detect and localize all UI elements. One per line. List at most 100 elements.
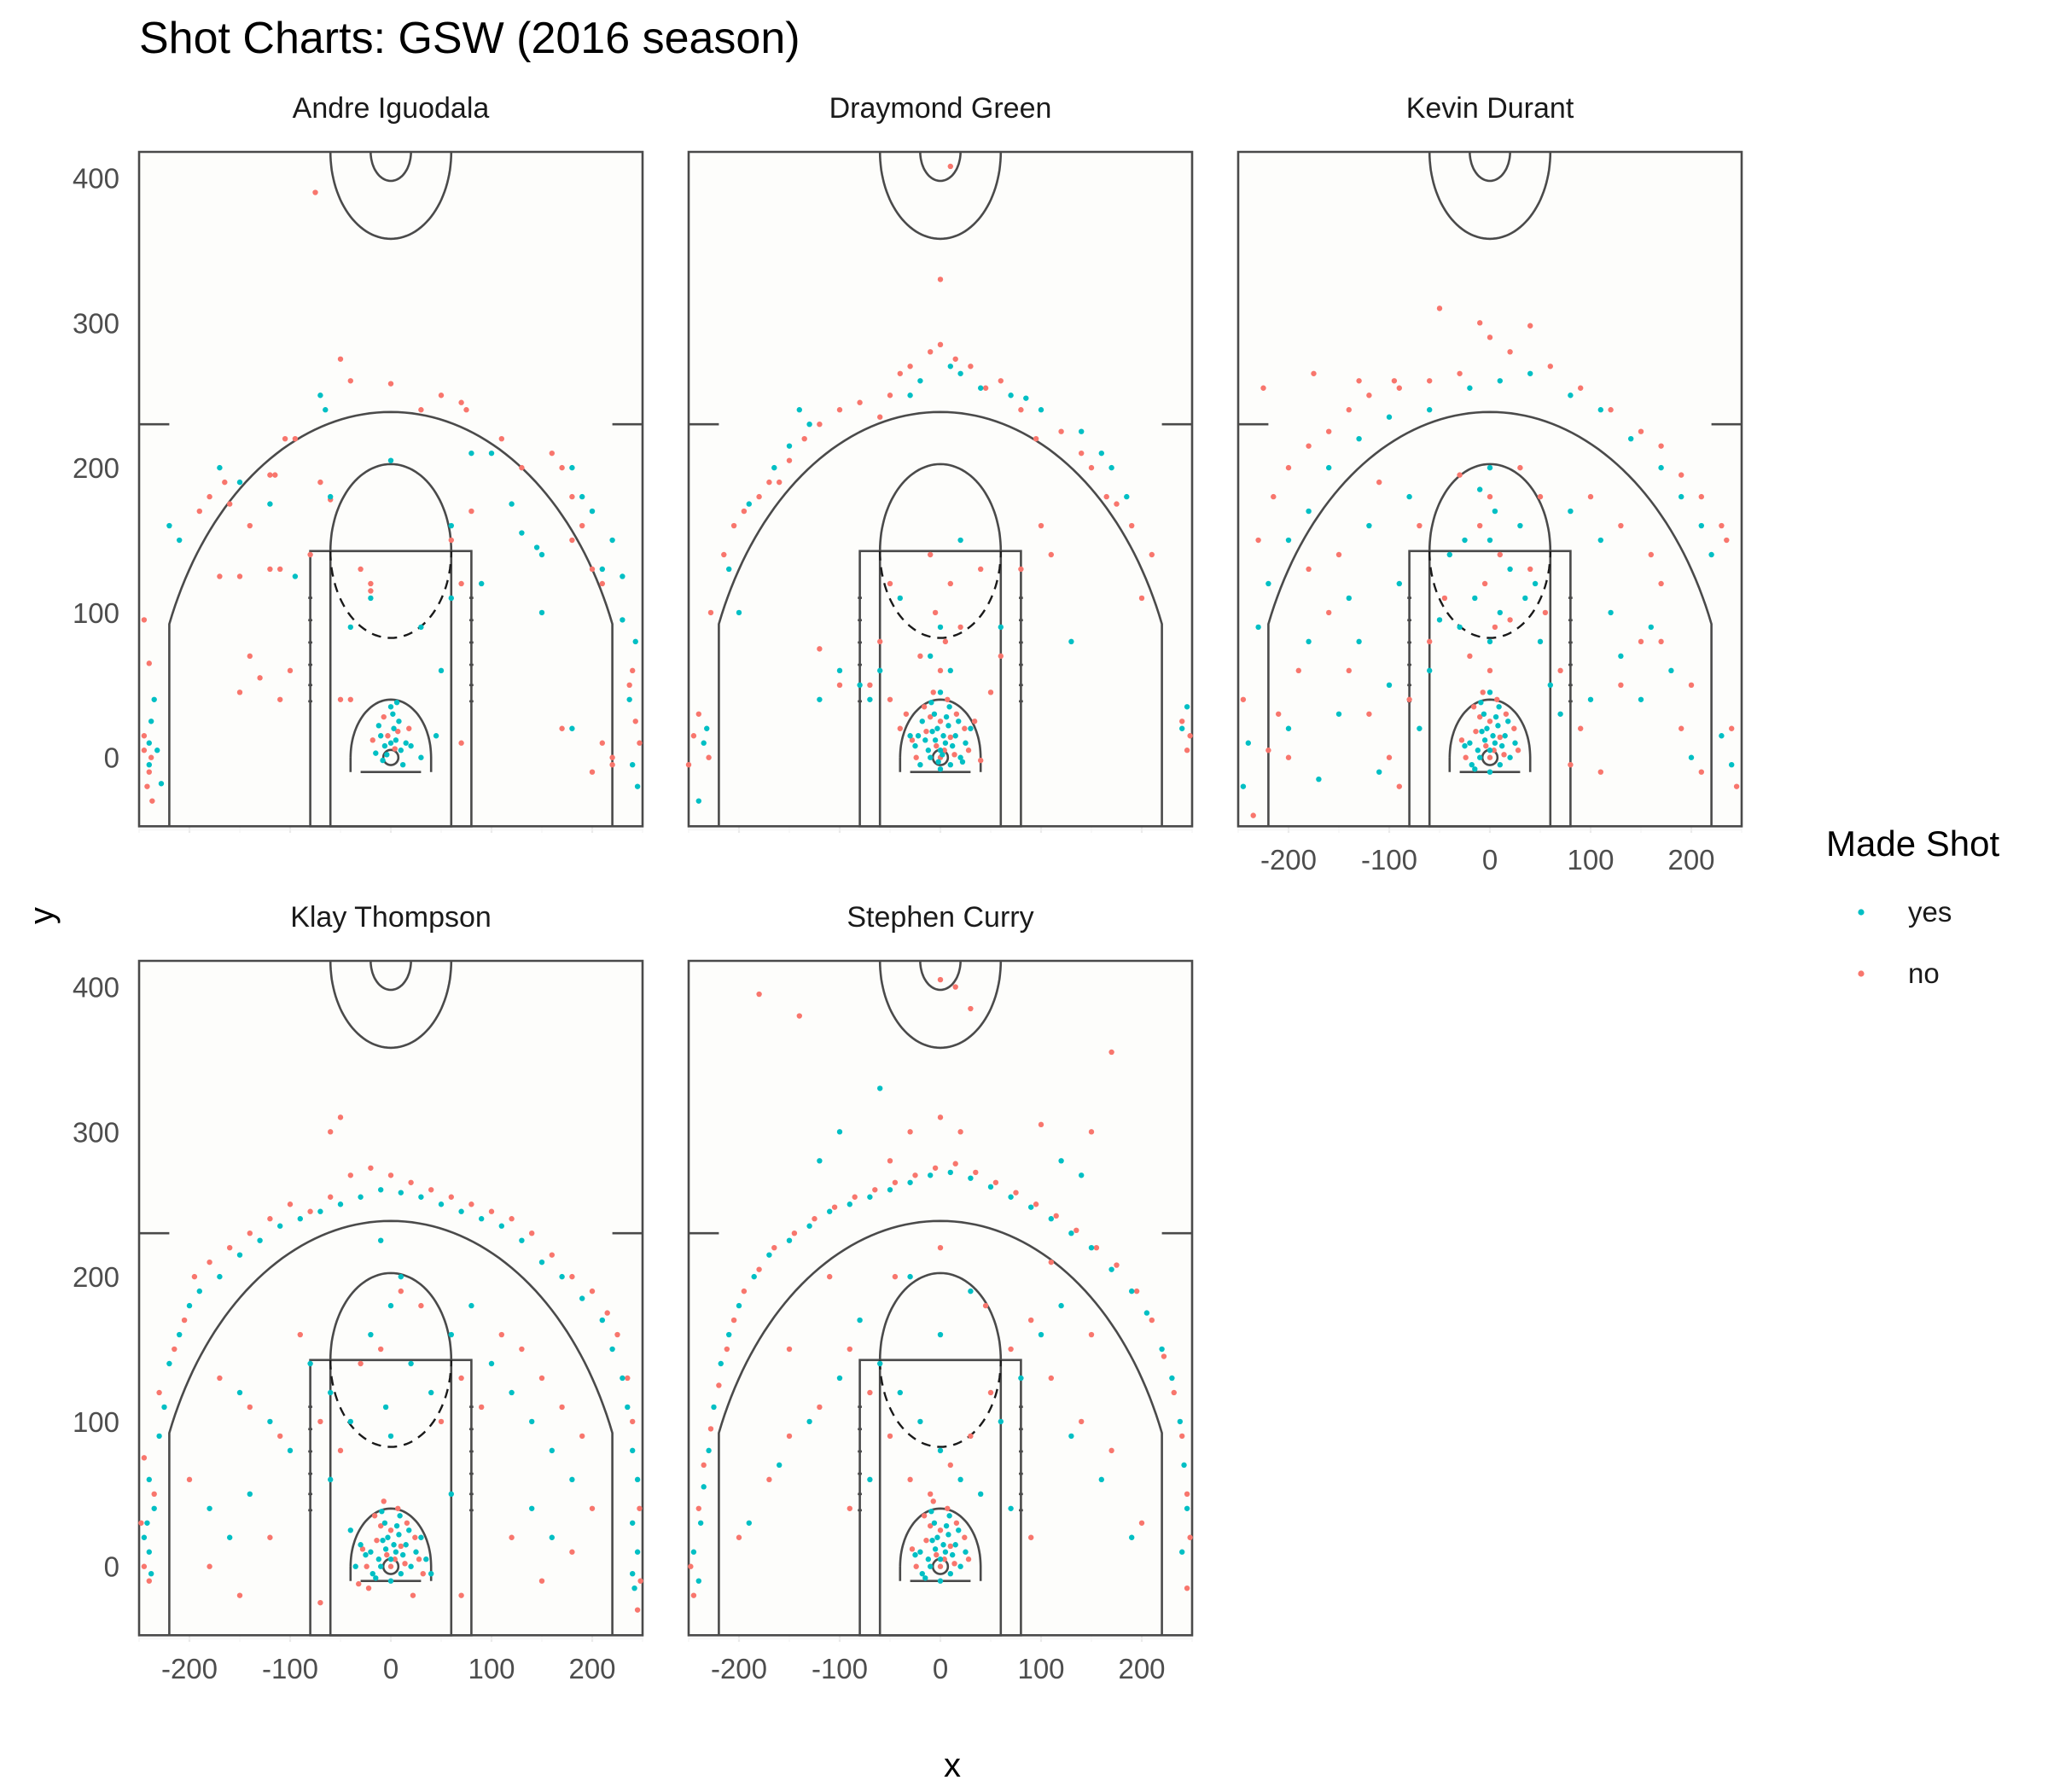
shot-missed [962, 725, 968, 731]
shot-missed [1441, 595, 1448, 602]
center-circle-inner [369, 152, 412, 183]
shot-missed [1547, 364, 1554, 369]
shot-made [398, 1571, 404, 1577]
shot-made [391, 1542, 397, 1548]
shot-points [1240, 305, 1740, 818]
y-tick-label: 0 [104, 1551, 119, 1583]
shot-missed [937, 719, 944, 724]
shot-made [912, 1551, 918, 1558]
shot-missed [498, 1331, 504, 1338]
shot-missed [1048, 1375, 1055, 1382]
x-tick-label: 100 [468, 1653, 515, 1684]
shot-made [857, 682, 863, 689]
shot-made [634, 1549, 641, 1555]
shot-missed [402, 1561, 408, 1567]
free-throw-arc [1428, 463, 1552, 551]
free-throw-arc [878, 1271, 1003, 1360]
shot-missed [1597, 769, 1604, 775]
shot-missed [358, 1360, 364, 1367]
shot-made [438, 667, 445, 674]
shot-missed [634, 1607, 641, 1613]
facet-panel: Andre Iguodala 0 100 200 300 400 [73, 92, 644, 833]
shot-made [538, 609, 545, 616]
shot-missed [227, 501, 233, 507]
shot-made [1179, 1549, 1185, 1555]
shot-missed [247, 1231, 253, 1236]
shot-missed [913, 754, 919, 760]
shot-missed [937, 276, 944, 282]
shot-missed [1537, 493, 1544, 500]
shot-missed [1008, 1346, 1014, 1353]
shot-made [1143, 1310, 1150, 1316]
shot-made [1484, 725, 1490, 731]
shot-missed [186, 1476, 193, 1483]
shot-made [381, 742, 388, 749]
shot-made [907, 393, 913, 399]
shot-made [1479, 728, 1485, 735]
shot-made [937, 1447, 944, 1454]
shot-missed [579, 522, 585, 529]
shot-missed [707, 1426, 714, 1432]
shot-made [393, 1522, 400, 1529]
shot-made [387, 740, 394, 746]
shot-missed [438, 1418, 445, 1425]
shot-made [1058, 1158, 1064, 1164]
shot-made [1316, 776, 1322, 783]
shot-missed [312, 189, 318, 195]
shot-made [292, 573, 299, 579]
shot-missed [791, 1231, 798, 1236]
court-outline [137, 959, 644, 1637]
legend: Made Shot yes no [1826, 823, 1999, 989]
shot-missed [1138, 1520, 1145, 1526]
y-tick-label: 100 [73, 597, 119, 629]
shot-missed [1487, 719, 1493, 724]
shot-missed [404, 1520, 410, 1526]
shot-missed [998, 378, 1004, 384]
shot-missed [328, 1129, 334, 1135]
shot-made [630, 1571, 636, 1577]
shot-points [141, 189, 643, 804]
shot-made [736, 609, 742, 616]
shot-missed [777, 479, 783, 486]
shot-made [363, 1551, 369, 1558]
shot-made [387, 1578, 394, 1584]
x-tick-label: 0 [383, 1653, 399, 1684]
shot-missed [907, 364, 913, 369]
shot-made [1129, 1534, 1135, 1540]
shot-made [384, 752, 390, 758]
shot-missed [937, 341, 944, 348]
court-surface [139, 961, 643, 1636]
shot-made [1058, 1302, 1064, 1309]
legend-label-no: no [1908, 957, 1940, 989]
shot-made [704, 725, 710, 731]
shot-made [589, 508, 596, 515]
shot-missed [1618, 682, 1624, 689]
shot-missed [1335, 551, 1342, 558]
shot-missed [921, 1513, 928, 1519]
shot-missed [695, 711, 701, 717]
shot-made [391, 725, 397, 731]
shot-missed [148, 754, 154, 760]
shot-missed [1149, 1317, 1155, 1324]
shot-missed [463, 407, 469, 413]
shot-made [968, 1288, 974, 1295]
shot-made [1729, 762, 1735, 768]
shot-made [917, 1418, 923, 1425]
shot-missed [468, 1201, 474, 1207]
shot-made [549, 1447, 555, 1454]
shot-made [1568, 508, 1574, 515]
shot-made [959, 759, 966, 765]
shot-made [1008, 1505, 1014, 1511]
shot-missed [222, 479, 228, 486]
shot-made [549, 1534, 555, 1540]
shot-made [957, 754, 963, 760]
shot-missed [937, 1244, 944, 1251]
shot-missed [973, 1169, 979, 1176]
shot-missed [448, 537, 454, 544]
shot-made [877, 667, 883, 674]
shot-missed [766, 1476, 772, 1483]
shot-made [579, 1295, 585, 1301]
shot-missed [498, 435, 504, 442]
shot-made [1507, 566, 1513, 573]
shot-made [207, 1505, 212, 1511]
